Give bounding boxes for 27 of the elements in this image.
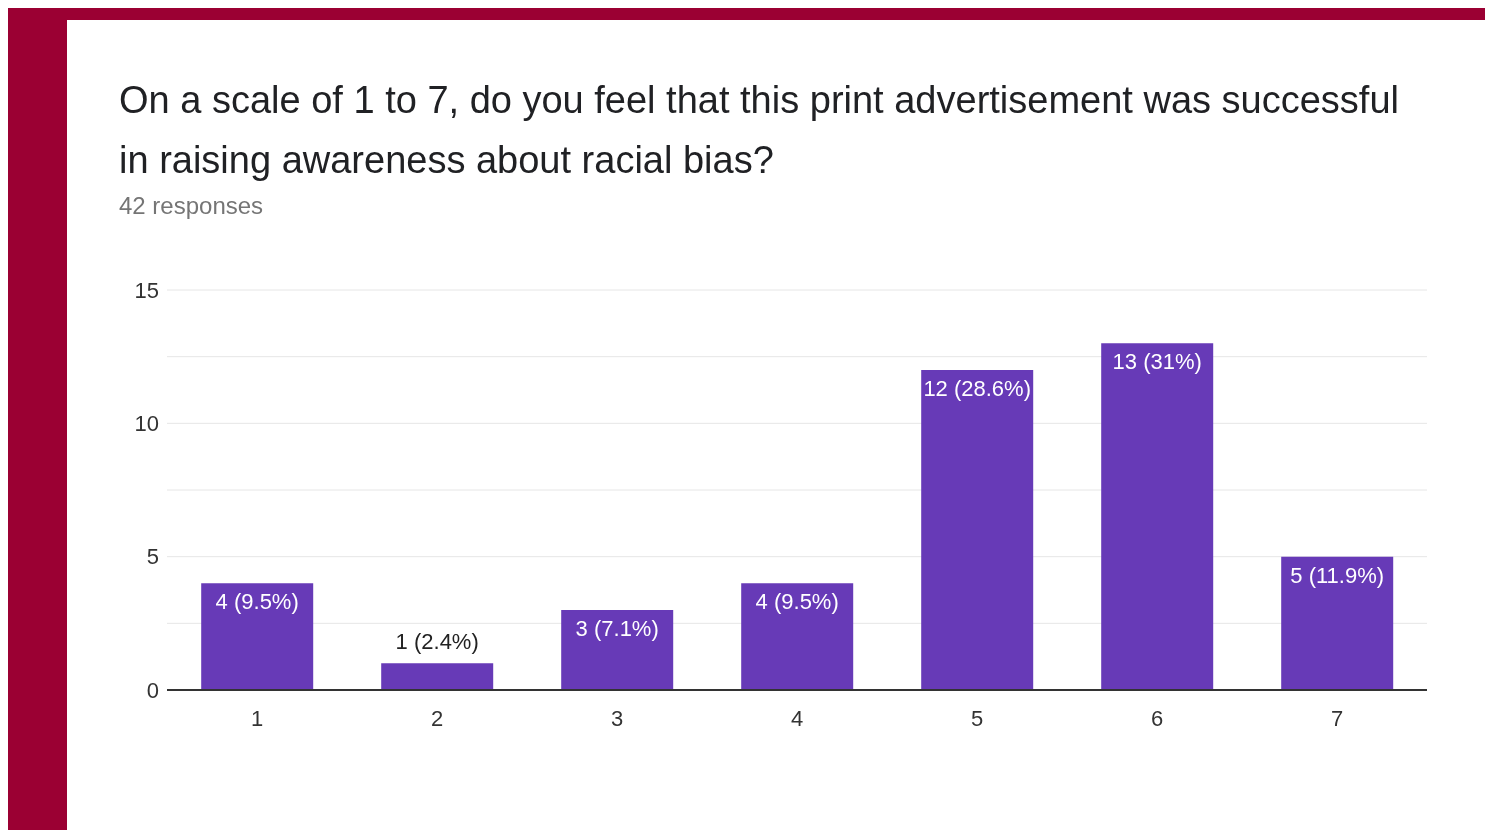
y-tick-label: 5 <box>146 544 159 570</box>
bar <box>1281 556 1394 690</box>
data-label: 4 (9.5%) <box>755 589 839 615</box>
x-tick-label: 1 <box>250 705 264 731</box>
data-label: 12 (28.6%) <box>923 376 1032 401</box>
data-label: 1 (2.4%) <box>395 629 479 655</box>
y-tick-label: 10 <box>134 411 159 437</box>
x-tick-label: 5 <box>970 705 984 731</box>
bar <box>201 583 314 690</box>
bar <box>561 610 674 690</box>
bar <box>921 370 1034 690</box>
data-label: 4 (9.5%) <box>215 589 299 615</box>
x-tick-label: 2 <box>430 705 444 731</box>
y-tick-label: 15 <box>134 277 159 303</box>
bar <box>1101 343 1214 690</box>
x-tick-label: 3 <box>610 705 624 731</box>
x-tick-label: 7 <box>1330 705 1344 731</box>
data-label: 13 (31%) <box>1112 349 1202 375</box>
data-label: 3 (7.1%) <box>575 616 659 641</box>
x-tick-label: 4 <box>790 705 804 731</box>
data-label: 5 (11.9%) <box>1290 562 1385 588</box>
chart-title: On a scale of 1 to 7, do you feel that this print advertisement was successful in raising awareness about racial bias? <box>118 78 1400 183</box>
chart-subtitle: 42 responses <box>118 192 265 220</box>
bar <box>381 663 494 690</box>
x-tick-label: 6 <box>1150 705 1164 731</box>
y-tick-label: 0 <box>146 677 159 703</box>
bar <box>741 583 854 690</box>
